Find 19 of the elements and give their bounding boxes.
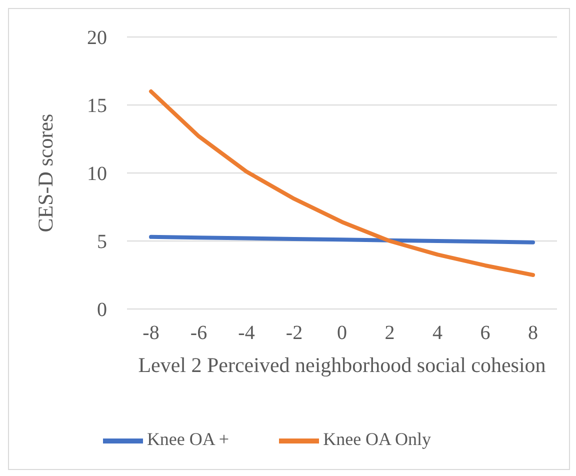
y-axis-title: CES-D scores xyxy=(33,114,58,232)
x-tick-label: 0 xyxy=(337,322,347,344)
x-tick-label: -4 xyxy=(238,322,255,344)
x-tick-label: -6 xyxy=(190,322,208,344)
legend-label: Knee OA + xyxy=(146,429,230,450)
x-tick-label: -2 xyxy=(286,322,303,344)
x-tick-label: 8 xyxy=(528,322,538,344)
y-tick-label: 5 xyxy=(97,231,107,254)
x-tick-label: -8 xyxy=(142,322,160,344)
line-series xyxy=(149,89,535,277)
x-tick-label: 4 xyxy=(432,322,442,344)
x-tick-label: 2 xyxy=(384,322,395,344)
x-axis-title: Level 2 Perceived neighborhood social cohesion xyxy=(138,352,546,377)
x-tick-label: 6 xyxy=(480,322,490,344)
legend-label: Knee OA Only xyxy=(323,429,432,450)
y-tick-label: 0 xyxy=(97,299,107,322)
y-tick-label: 20 xyxy=(87,27,107,50)
y-tick-label: 10 xyxy=(87,163,107,186)
y-tick-label: 15 xyxy=(87,95,107,118)
